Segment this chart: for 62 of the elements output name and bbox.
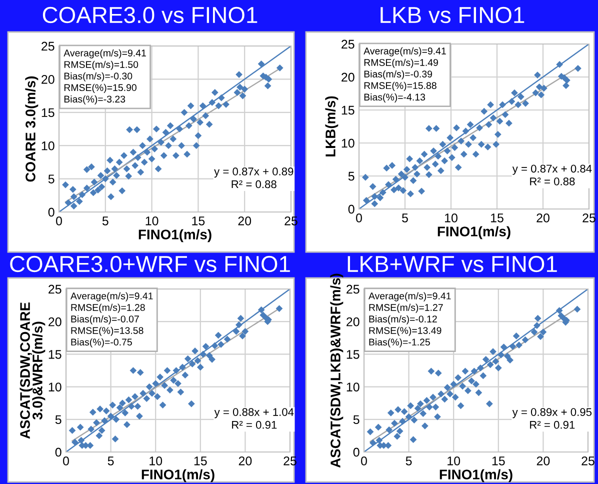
y-tick-label: 5 <box>55 415 62 424</box>
annotation: Average(m/s)=9.41 RMSE(m/s)=1.28 Bias(m/s)=-0.07 RMSE(%)=13.58 Bias(%)=-0.75 <box>70 292 153 348</box>
y-axis-title: ASCAT(SDW,LKB)&WRF(m/s) <box>330 274 344 468</box>
x-tick-label: 10 <box>150 456 162 466</box>
y-axis-title: LKB(m/s) <box>325 96 338 156</box>
x-tick-label: 15 <box>491 214 504 222</box>
chart-title: COARE3.0+WRF vs FINO1 <box>10 256 290 272</box>
annotation: y = 0.88x + 1.04 R² = 0.91 <box>214 408 294 429</box>
y-tick-label: 15 <box>342 106 354 115</box>
annotation: y = 0.87x + 0.84 R² = 0.88 <box>512 164 592 186</box>
x-tick-label: 20 <box>536 213 550 222</box>
y-tick-label: 20 <box>42 75 54 84</box>
y-tick-label: 10 <box>342 138 354 148</box>
x-tick-label: 15 <box>492 456 505 466</box>
y-tick-label: 10 <box>346 382 360 392</box>
y-tick-label: 15 <box>48 350 62 359</box>
x-tick-label: 25 <box>582 456 594 466</box>
annotation: Average(m/s)=9.41 RMSE(m/s)=1.49 Bias(m/s)=-0.39 RMSE(%)=15.88 Bias(%)=-4.13 <box>364 47 446 102</box>
x-tick-label: 0 <box>361 456 367 466</box>
x-tick-label: 5 <box>108 456 114 466</box>
x-tick-label: 10 <box>448 456 460 466</box>
y-tick-label: 20 <box>346 317 360 326</box>
x-axis-title: FINO1(m/s) <box>440 469 512 482</box>
y-tick-label: 0 <box>55 448 62 457</box>
chart-title: COARE3.0 vs FINO1 <box>42 6 258 24</box>
y-tick-label: 15 <box>346 350 360 359</box>
y-tick-label: 20 <box>48 317 62 326</box>
x-tick-label: 20 <box>536 456 550 466</box>
chart-title: LKB+WRF vs FINO1 <box>348 256 557 272</box>
y-tick-label: 5 <box>348 172 354 181</box>
annotation: Average(m/s)=9.41 RMSE(m/s)=1.27 Bias(m/s)=-0.12 RMSE(%)=13.49 Bias(%)=-1.25 <box>368 292 451 348</box>
y-tick-label: 25 <box>342 40 354 49</box>
annotation: Average(m/s)=9.41 RMSE(m/s)=1.50 Bias(m/s)=-0.30 RMSE(%)=15.90 Bias(%)=-3.23 <box>64 49 146 104</box>
x-tick-label: 0 <box>63 456 69 466</box>
y-tick-label: 20 <box>342 72 354 82</box>
x-tick-label: 5 <box>402 214 408 222</box>
y-tick-label: 5 <box>48 174 54 184</box>
x-axis-title: FINO1(m/s) <box>138 229 212 242</box>
y-tick-label: 10 <box>48 382 62 392</box>
x-tick-label: 10 <box>146 216 158 226</box>
chart-title: LKB vs FINO1 <box>380 6 524 24</box>
x-tick-label: 5 <box>102 216 108 226</box>
y-axis-title: ASCAT(SDW,COARE 3.0)&WRF(m/s) <box>20 302 46 439</box>
x-tick-label: 10 <box>445 213 458 222</box>
annotation: y = 0.87x + 0.89 R² = 0.88 <box>214 168 294 188</box>
y-tick-label: 0 <box>348 204 354 214</box>
y-tick-label: 15 <box>42 108 54 118</box>
y-tick-label: 5 <box>353 415 360 424</box>
x-tick-label: 15 <box>194 456 207 466</box>
y-tick-label: 25 <box>48 284 62 294</box>
x-tick-label: 20 <box>238 456 252 466</box>
y-tick-label: 25 <box>42 42 54 51</box>
x-axis-title: FINO1(m/s) <box>142 469 214 482</box>
y-tick-label: 25 <box>346 284 360 294</box>
x-tick-label: 5 <box>406 456 412 466</box>
y-tick-label: 0 <box>353 448 360 457</box>
x-tick-label: 20 <box>238 216 252 226</box>
x-axis-title: FINO1(m/s) <box>438 226 510 240</box>
y-axis-title: COARE 3.0(m/s) <box>25 76 38 182</box>
y-tick-label: 10 <box>42 141 54 150</box>
annotation: y = 0.89x + 0.95 R² = 0.91 <box>512 408 592 429</box>
x-tick-label: 15 <box>192 216 205 226</box>
